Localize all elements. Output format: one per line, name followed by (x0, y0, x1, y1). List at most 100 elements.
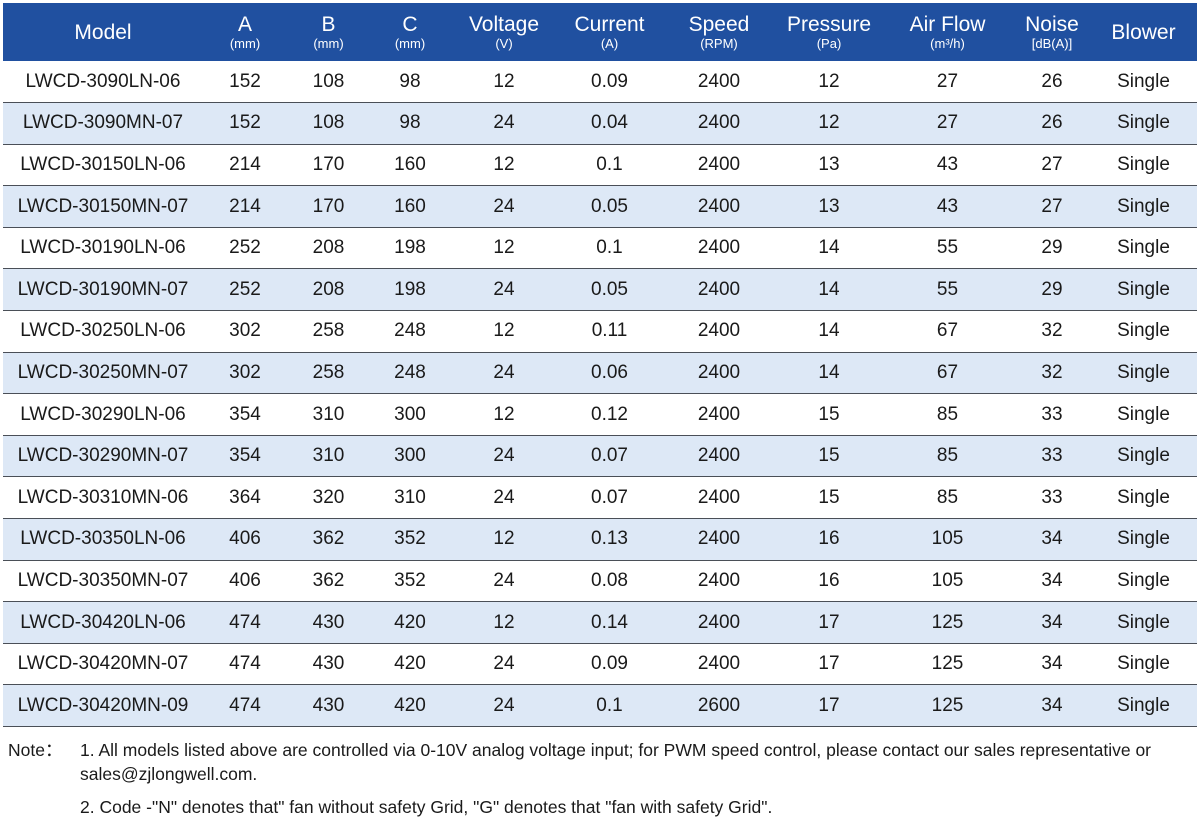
cell-a: 474 (203, 601, 287, 644)
cell-b: 430 (287, 684, 370, 727)
cell-voltage: 24 (450, 476, 558, 520)
table-row: LWCD-30290MN-07 354 310 300 24 0.07 2400 15 85 33… (3, 435, 1197, 478)
column-header-label: Air Flow (909, 13, 986, 36)
cell-b: 108 (287, 102, 370, 145)
table-row: LWCD-30250MN-07 302 258 248 24 0.06 2400 14 67 32… (3, 352, 1197, 395)
cell-b: 208 (287, 268, 370, 312)
note-prefix: Note： (8, 740, 63, 760)
cell-voltage: 12 (450, 227, 558, 270)
column-header-unit: (m³/h) (930, 36, 965, 51)
table-row: LWCD-30420LN-06 474 430 420 12 0.14 2400 17 125 3… (3, 601, 1197, 644)
column-header-unit: (A) (600, 36, 619, 51)
cell-current: 0.11 (558, 310, 661, 353)
cell-blower: Single (1090, 435, 1197, 478)
cell-blower: Single (1090, 476, 1197, 520)
cell-c: 300 (370, 435, 450, 478)
cell-c: 198 (370, 227, 450, 270)
cell-c: 420 (370, 601, 450, 644)
cell-c: 98 (370, 61, 450, 104)
cell-model: LWCD-30420LN-06 (3, 601, 203, 644)
column-header-unit: (mm) (394, 36, 426, 51)
cell-model: LWCD-30290LN-06 (3, 393, 203, 436)
cell-voltage: 24 (450, 352, 558, 395)
cell-pressure: 14 (777, 268, 881, 312)
cell-airflow: 55 (881, 227, 1014, 270)
cell-model: LWCD-30250LN-06 (3, 310, 203, 353)
cell-voltage: 12 (450, 310, 558, 353)
cell-noise: 27 (1014, 144, 1090, 187)
cell-model: LWCD-30190LN-06 (3, 227, 203, 270)
header-row: Model A (mm) B (mm) C (mm) Voltage (V) Current (A)… (3, 3, 1197, 61)
cell-airflow: 67 (881, 352, 1014, 395)
cell-noise: 32 (1014, 310, 1090, 353)
cell-noise: 34 (1014, 518, 1090, 561)
cell-pressure: 13 (777, 185, 881, 228)
cell-a: 152 (203, 102, 287, 145)
cell-blower: Single (1090, 643, 1197, 686)
cell-b: 430 (287, 601, 370, 644)
cell-voltage: 24 (450, 684, 558, 727)
cell-model: LWCD-30290MN-07 (3, 435, 203, 478)
cell-c: 352 (370, 518, 450, 561)
cell-blower: Single (1090, 560, 1197, 603)
cell-pressure: 14 (777, 352, 881, 395)
cell-model: LWCD-30420MN-09 (3, 684, 203, 727)
cell-current: 0.09 (558, 61, 661, 104)
cell-b: 170 (287, 185, 370, 228)
cell-c: 420 (370, 684, 450, 727)
cell-airflow: 125 (881, 643, 1014, 686)
cell-speed: 2400 (661, 560, 777, 603)
cell-noise: 33 (1014, 393, 1090, 436)
cell-model: LWCD-30150LN-06 (3, 144, 203, 187)
cell-a: 474 (203, 643, 287, 686)
column-header-label: Current (574, 13, 645, 36)
column-header-c: C (mm) (370, 3, 450, 61)
cell-current: 0.07 (558, 476, 661, 520)
table-row: LWCD-30350LN-06 406 362 352 12 0.13 2400 16 105 3… (3, 518, 1197, 561)
cell-a: 152 (203, 61, 287, 104)
cell-noise: 27 (1014, 185, 1090, 228)
table-row: LWCD-30190MN-07 252 208 198 24 0.05 2400 14 55 29… (3, 268, 1197, 312)
cell-noise: 34 (1014, 684, 1090, 727)
cell-pressure: 16 (777, 518, 881, 561)
cell-airflow: 55 (881, 268, 1014, 312)
cell-speed: 2400 (661, 435, 777, 478)
table-row: LWCD-30420MN-07 474 430 420 24 0.09 2400 17 125 3… (3, 643, 1197, 686)
cell-pressure: 14 (777, 310, 881, 353)
cell-current: 0.08 (558, 560, 661, 603)
table-row: LWCD-3090MN-07 152 108 98 24 0.04 2400 12 27 26 Si… (3, 102, 1197, 145)
cell-noise: 34 (1014, 560, 1090, 603)
cell-voltage: 24 (450, 643, 558, 686)
cell-model: LWCD-30350MN-07 (3, 560, 203, 603)
cell-speed: 2400 (661, 144, 777, 187)
cell-blower: Single (1090, 310, 1197, 353)
cell-b: 258 (287, 310, 370, 353)
cell-a: 406 (203, 518, 287, 561)
cell-a: 474 (203, 684, 287, 727)
cell-blower: Single (1090, 268, 1197, 312)
column-header-airflow: Air Flow (m³/h) (881, 3, 1014, 61)
cell-c: 198 (370, 268, 450, 312)
cell-c: 160 (370, 144, 450, 187)
column-header-pressure: Pressure (Pa) (777, 3, 881, 61)
cell-model: LWCD-30250MN-07 (3, 352, 203, 395)
cell-airflow: 43 (881, 144, 1014, 187)
cell-airflow: 85 (881, 393, 1014, 436)
cell-voltage: 24 (450, 435, 558, 478)
cell-speed: 2400 (661, 102, 777, 145)
cell-blower: Single (1090, 144, 1197, 187)
cell-voltage: 12 (450, 61, 558, 104)
cell-model: LWCD-30420MN-07 (3, 643, 203, 686)
cell-speed: 2400 (661, 601, 777, 644)
note-text: 1. All models listed above are controlle… (80, 740, 1152, 784)
cell-pressure: 14 (777, 227, 881, 270)
cell-c: 248 (370, 352, 450, 395)
cell-a: 354 (203, 393, 287, 436)
cell-pressure: 15 (777, 435, 881, 478)
table-body: LWCD-3090LN-06 152 108 98 12 0.09 2400 12 27 26 Si… (3, 61, 1197, 727)
cell-b: 208 (287, 227, 370, 270)
table-row: LWCD-30150MN-07 214 170 160 24 0.05 2400 13 43 27… (3, 185, 1197, 228)
cell-speed: 2400 (661, 268, 777, 312)
cell-current: 0.09 (558, 643, 661, 686)
cell-blower: Single (1090, 185, 1197, 228)
